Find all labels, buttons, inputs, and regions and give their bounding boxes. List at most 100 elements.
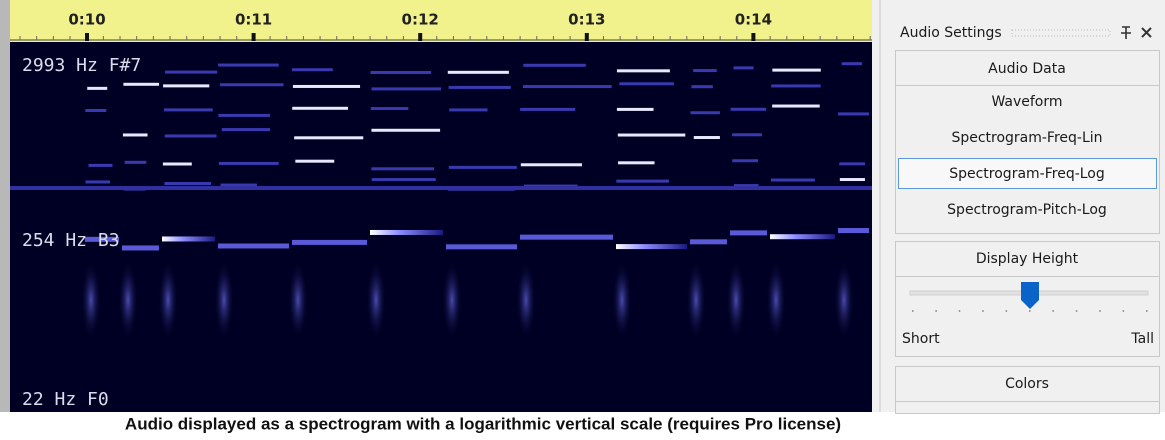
fundamental: [520, 234, 613, 240]
audio-option[interactable]: Waveform: [991, 94, 1062, 110]
harmonic: [691, 85, 713, 89]
harmonic: [770, 178, 815, 182]
group-header: [895, 241, 1160, 277]
harmonic: [522, 85, 612, 89]
harmonic: [218, 161, 279, 165]
harmonic: [616, 107, 654, 111]
harmonic: [732, 133, 762, 137]
harmonic: [733, 66, 754, 70]
harmonic: [164, 134, 217, 138]
harmonic: [616, 69, 670, 73]
slider-tick: [1099, 310, 1101, 312]
pin-button[interactable]: [1121, 26, 1131, 39]
time-label: 0:13: [568, 11, 605, 29]
colors-box: [895, 401, 1160, 414]
harmonic: [85, 180, 110, 184]
freq-label: 2993 Hz F#7: [22, 55, 141, 76]
harmonic: [163, 108, 213, 112]
freq-label: 22 Hz F0: [22, 389, 109, 410]
fundamental: [838, 228, 869, 234]
harmonic: [839, 162, 866, 166]
fundamental: [292, 239, 367, 245]
harmonic: [163, 84, 210, 88]
harmonic: [165, 70, 218, 74]
harmonic: [85, 108, 107, 112]
harmonic: [123, 82, 160, 86]
harmonic: [693, 136, 720, 140]
harmonic: [771, 84, 821, 88]
group-title: Audio Data: [988, 61, 1066, 77]
harmonic: [124, 160, 147, 164]
harmonic: [448, 85, 511, 89]
harmonic: [87, 86, 108, 90]
freq-label: 254 Hz B3: [22, 230, 120, 251]
audio-options: Waveform Spectrogram-Freq-Lin Spectrogram-…: [898, 94, 1157, 218]
harmonic: [520, 163, 582, 167]
time-label: 0:14: [735, 11, 772, 29]
timeline: [10, 0, 872, 42]
harmonic: [772, 68, 821, 72]
fundamental: [162, 236, 215, 242]
close-button[interactable]: [1141, 27, 1152, 38]
harmonic: [162, 162, 192, 166]
harmonic: [838, 112, 869, 116]
slider-tick: [1052, 310, 1054, 312]
audio-option[interactable]: Spectrogram-Pitch-Log: [947, 202, 1107, 218]
harmonic: [449, 108, 488, 112]
low-energy: [516, 260, 536, 340]
fundamental: [770, 234, 835, 240]
fundamental: [85, 236, 119, 242]
audio-option[interactable]: Spectrogram-Freq-Lin: [951, 130, 1102, 146]
time-marker: [751, 33, 756, 41]
harmonic: [841, 62, 862, 66]
harmonic: [371, 128, 441, 132]
harmonic: [730, 107, 767, 111]
harmonic: [616, 179, 670, 183]
slider-tick: [912, 310, 914, 312]
time-marker: [418, 33, 423, 41]
time-marker: [251, 33, 256, 41]
time-label: 0:11: [235, 11, 272, 29]
harmonic: [690, 111, 720, 115]
harmonic: [619, 82, 674, 86]
time-marker: [584, 33, 589, 41]
harmonic: [732, 159, 758, 163]
fundamental: [446, 244, 517, 250]
spectrogram-bands: [10, 62, 872, 340]
harmonic: [371, 178, 436, 182]
harmonic: [292, 106, 349, 110]
slider-tick: [1005, 310, 1008, 312]
harmonic: [122, 133, 148, 137]
spectrogram: [10, 42, 872, 412]
slider-tick: [1146, 310, 1148, 312]
drone: [10, 186, 872, 190]
harmonic: [520, 107, 576, 111]
low-energy: [726, 260, 746, 340]
low-energy: [214, 260, 234, 340]
harmonic: [523, 63, 586, 67]
group-title: Display Height: [976, 251, 1079, 267]
slider-thumb[interactable]: [1021, 282, 1039, 309]
harmonic: [839, 178, 865, 182]
low-energy: [442, 260, 462, 340]
panel-title: Audio Settings: [900, 25, 1002, 41]
harmonic: [292, 84, 361, 88]
slider-max-label: Tall: [1130, 331, 1154, 347]
harmonic: [164, 182, 212, 186]
harmonic: [218, 63, 279, 67]
timeline-ruler: 0:10 0:11 0:12 0:13 0:14: [10, 11, 872, 41]
audio-option[interactable]: Spectrogram-Freq-Log: [949, 166, 1105, 182]
harmonic: [221, 128, 271, 132]
low-energy: [158, 260, 178, 340]
harmonic: [371, 167, 435, 171]
low-energy: [366, 260, 386, 340]
slider-tick: [1075, 310, 1078, 312]
slider-min-label: Short: [902, 331, 940, 347]
harmonic: [448, 165, 517, 169]
harmonic: [772, 104, 820, 108]
selected-option[interactable]: [898, 158, 1157, 189]
time-marker: [85, 33, 89, 41]
harmonic: [218, 113, 271, 117]
low-energy: [686, 260, 706, 340]
harmonic: [370, 70, 432, 74]
